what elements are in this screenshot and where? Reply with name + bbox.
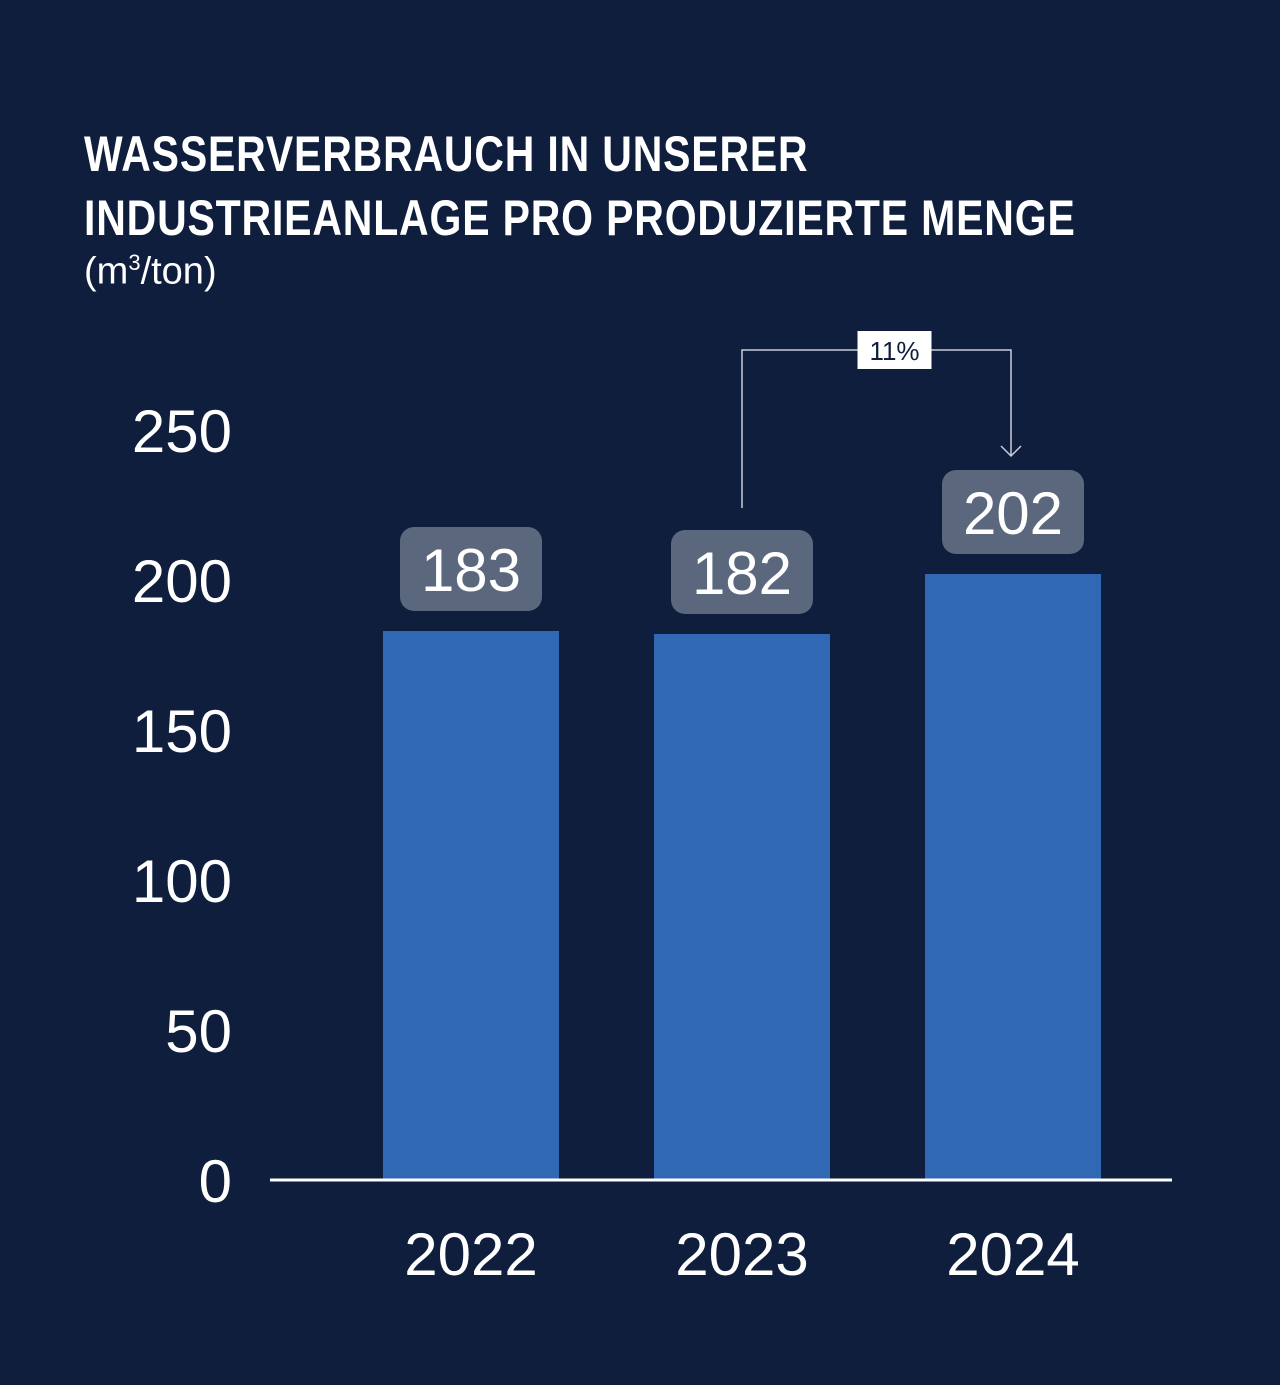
annotation-box <box>857 331 932 369</box>
y-tick-label: 100 <box>132 848 232 915</box>
unit-superscript: 3 <box>128 250 141 275</box>
unit-label: (m3/ton) <box>84 250 217 294</box>
x-tick-label: 2022 <box>404 1221 537 1288</box>
data-label: 202 <box>963 480 1063 547</box>
data-label: 182 <box>692 540 792 607</box>
y-tick-label: 200 <box>132 548 232 615</box>
unit-suffix: /ton) <box>140 250 217 293</box>
data-label-box <box>942 470 1084 554</box>
unit-prefix: (m <box>84 250 129 293</box>
data-label-box <box>671 530 813 614</box>
y-tick-label: 250 <box>132 398 232 465</box>
annotation-label: 11% <box>869 336 919 366</box>
y-tick-label: 50 <box>165 998 232 1065</box>
x-tick-label: 2024 <box>946 1221 1079 1288</box>
arrow-down-icon <box>1000 445 1022 458</box>
data-label-box <box>400 527 542 611</box>
chart-title: WASSERVERBRAUCH IN UNSERER INDUSTRIEANLA… <box>84 122 1280 250</box>
title-line-2: INDUSTRIEANLAGE PRO PRODUZIERTE MENGE <box>84 190 1076 246</box>
y-tick-label: 150 <box>132 698 232 765</box>
bar-2023 <box>654 634 830 1180</box>
data-label: 183 <box>421 537 521 604</box>
bar-2024 <box>925 574 1101 1180</box>
x-tick-label: 2023 <box>675 1221 808 1288</box>
y-tick-label: 0 <box>199 1148 232 1215</box>
bar-2022 <box>383 631 559 1180</box>
title-line-1: WASSERVERBRAUCH IN UNSERER <box>84 126 809 182</box>
